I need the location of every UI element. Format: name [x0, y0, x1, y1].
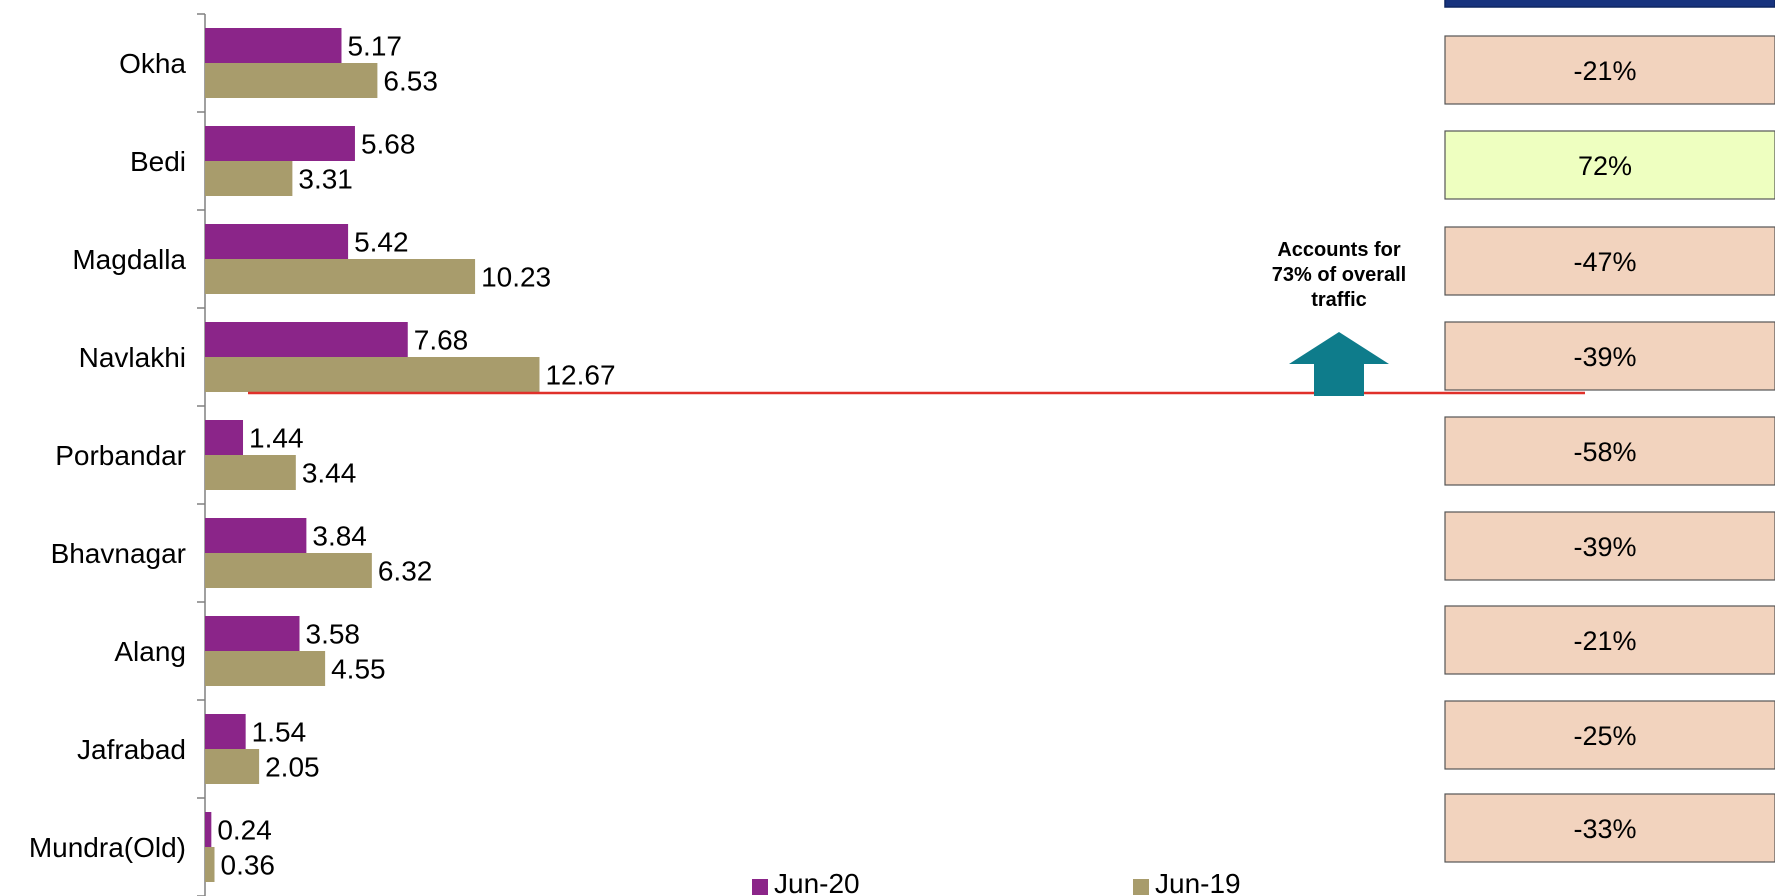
value-label-jun-20-jafrabad: 1.54 — [252, 717, 307, 748]
category-label-jafrabad: Jafrabad — [77, 734, 186, 765]
bar-jun-20-porbandar — [205, 420, 244, 455]
value-label-jun-20-bedi: 5.68 — [361, 129, 416, 160]
callout-text-line: traffic — [1311, 289, 1367, 311]
growth-value-bedi: 72% — [1578, 151, 1632, 181]
category-label-alang: Alang — [114, 636, 186, 667]
bar-jun-19-okha — [205, 63, 378, 98]
category-label-okha: Okha — [119, 48, 186, 79]
value-label-jun-20-navlakhi: 7.68 — [414, 325, 469, 356]
legend-label-jun-19: Jun-19 — [1155, 868, 1241, 896]
traffic-annotation: Accounts for 73% of overall traffic — [248, 239, 1585, 396]
value-label-jun-20-magdalla: 5.42 — [354, 227, 409, 258]
growth-boxes: -21% 72% -47% -39% -58% -39% -21% -25% -33% — [1444, 0, 1775, 863]
growth-box-magdalla — [1444, 226, 1775, 296]
growth-box-porbandar — [1444, 416, 1775, 486]
callout-text-line: 73% of overall — [1272, 264, 1407, 286]
category-label-navlakhi: Navlakhi — [79, 342, 186, 373]
growth-box-jafrabad — [1444, 700, 1775, 770]
growth-value-bhavnagar: -39% — [1573, 532, 1636, 562]
bar-jun-19-jafrabad — [205, 749, 260, 784]
bar-jun-20-okha — [205, 28, 342, 63]
value-label-jun-20-bhavnagar: 3.84 — [312, 521, 367, 552]
growth-box-okha — [1444, 35, 1775, 105]
value-label-jun-20-porbandar: 1.44 — [249, 423, 303, 454]
growth-box-navlakhi — [1444, 321, 1775, 391]
labels-layer: Okha 5.17 6.53 Bedi 5.68 3.31 Magdalla 5.42 10.2… — [29, 31, 616, 881]
category-label-bhavnagar: Bhavnagar — [51, 538, 186, 569]
growth-header-box — [1444, 0, 1775, 8]
growth-value-magdalla: -47% — [1573, 247, 1636, 277]
up-arrow-icon — [1289, 332, 1389, 396]
legend-swatch-jun-19 — [1133, 879, 1149, 895]
bar-jun-20-magdalla — [205, 224, 349, 259]
bar-jun-20-bedi — [205, 126, 355, 161]
category-label-mundra-old: Mundra(Old) — [29, 832, 186, 863]
bar-jun-20-alang — [205, 616, 300, 651]
bar-jun-19-mundra-old — [205, 847, 215, 882]
legend: Jun-20 Jun-19 — [752, 868, 1241, 896]
bar-jun-19-magdalla — [205, 259, 476, 294]
bar-jun-20-mundra-old — [205, 812, 212, 847]
value-label-jun-20-alang: 3.58 — [306, 619, 361, 650]
value-label-jun-19-bedi: 3.31 — [298, 164, 353, 195]
bars-layer — [205, 28, 540, 882]
bar-jun-20-bhavnagar — [205, 518, 307, 553]
value-label-jun-19-magdalla: 10.23 — [481, 262, 551, 293]
growth-box-bhavnagar — [1444, 511, 1775, 581]
value-label-jun-19-okha: 6.53 — [383, 66, 438, 97]
value-label-jun-19-mundra-old: 0.36 — [221, 850, 276, 881]
bar-jun-20-navlakhi — [205, 322, 408, 357]
growth-box-alang — [1444, 605, 1775, 675]
bar-jun-19-porbandar — [205, 455, 296, 490]
bar-jun-19-bhavnagar — [205, 553, 372, 588]
growth-value-alang: -21% — [1573, 626, 1636, 656]
category-label-bedi: Bedi — [130, 146, 186, 177]
axis-layer — [197, 13, 206, 896]
value-label-jun-19-jafrabad: 2.05 — [265, 752, 320, 783]
bar-jun-19-bedi — [205, 161, 293, 196]
growth-value-mundra-old: -33% — [1573, 814, 1636, 844]
callout-text-line: Accounts for — [1277, 239, 1401, 261]
value-label-jun-19-porbandar: 3.44 — [302, 458, 357, 489]
growth-value-navlakhi: -39% — [1573, 342, 1636, 372]
value-label-jun-20-mundra-old: 0.24 — [217, 815, 272, 846]
bar-jun-19-navlakhi — [205, 357, 540, 392]
growth-value-porbandar: -58% — [1573, 437, 1636, 467]
value-label-jun-20-okha: 5.17 — [347, 31, 402, 62]
growth-box-mundra-old — [1444, 793, 1775, 863]
value-label-jun-19-navlakhi: 12.67 — [545, 360, 615, 391]
growth-value-okha: -21% — [1573, 56, 1636, 86]
growth-value-jafrabad: -25% — [1573, 721, 1636, 751]
value-label-jun-19-alang: 4.55 — [331, 654, 386, 685]
value-label-jun-19-bhavnagar: 6.32 — [378, 556, 433, 587]
bar-jun-20-jafrabad — [205, 714, 246, 749]
legend-swatch-jun-20 — [752, 879, 768, 895]
growth-box-bedi — [1444, 130, 1775, 200]
category-label-magdalla: Magdalla — [72, 244, 186, 275]
bar-jun-19-alang — [205, 651, 326, 686]
legend-label-jun-20: Jun-20 — [774, 868, 860, 896]
category-label-porbandar: Porbandar — [55, 440, 186, 471]
